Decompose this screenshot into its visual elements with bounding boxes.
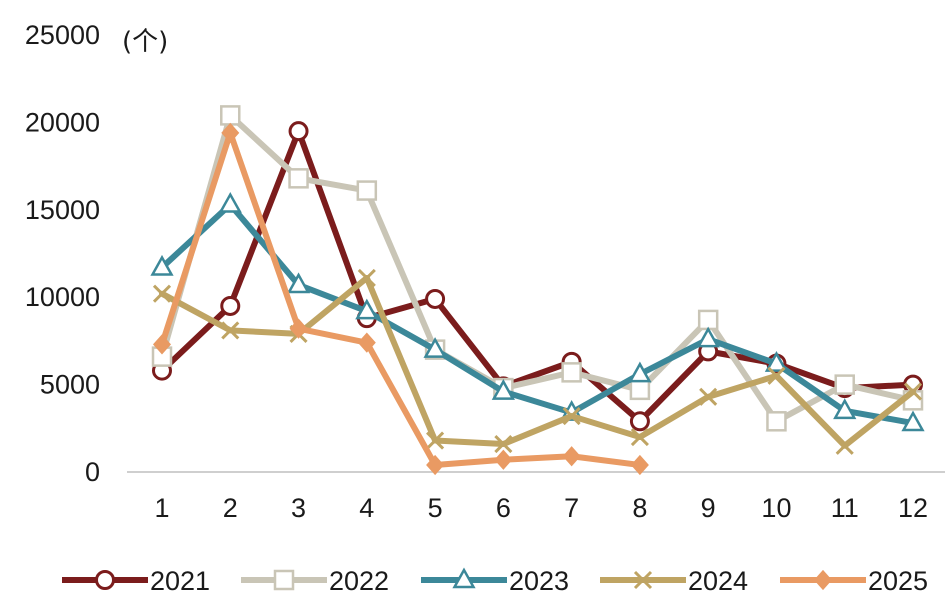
legend-label: 2022 [329,566,389,596]
series-line-2021 [159,128,916,425]
legend-marker-2025 [813,569,833,591]
legend-item-2025: 2025 [780,566,928,596]
x-tick-label: 6 [496,493,511,523]
legend-marker-2021 [95,570,115,590]
x-tick-label: 11 [831,493,859,523]
data-point-2024 [426,431,445,450]
series-2024 [152,268,923,455]
data-point-2025 [357,332,376,353]
data-point-2022 [834,374,855,395]
y-tick-label: 15000 [25,195,100,225]
y-tick-label: 20000 [25,107,100,137]
data-point-2022 [288,168,309,189]
x-tick-label: 7 [564,493,579,523]
x-tick-label: 5 [428,493,443,523]
data-point-2024 [903,382,923,401]
data-point-2024 [630,427,649,447]
data-point-2022 [629,379,651,401]
series-layer [150,105,925,476]
series-line-2023 [159,201,916,427]
data-point-2023 [150,254,174,276]
legend-label: 2025 [868,566,928,596]
series-2023 [150,191,925,432]
data-point-2025 [630,454,649,476]
data-point-2025 [221,122,240,144]
data-point-2024 [494,434,513,454]
data-point-2022 [356,180,378,201]
data-point-2025 [494,449,513,470]
data-point-2021 [629,411,650,432]
data-point-2025 [426,454,445,476]
data-point-2023 [901,410,925,432]
data-point-2023 [764,351,789,372]
data-point-2022 [766,411,787,432]
legend-item-2022: 2022 [241,566,389,596]
legend-marker-2022 [273,569,295,591]
data-point-2023 [628,361,652,383]
data-point-2022 [220,105,241,126]
data-point-2024 [767,366,786,385]
data-point-2023 [423,337,447,358]
legend: 2021 2022 2023 2024 2025 [62,566,928,596]
x-axis-ticks: 1 2 3 4 5 6 7 8 9 10 11 12 [154,493,928,523]
legend-label: 2021 [150,566,210,596]
data-point-2025 [562,446,581,467]
x-tick-label: 2 [223,493,238,523]
data-point-2023 [696,326,720,348]
legend-item-2021: 2021 [62,566,210,596]
data-point-2024 [221,321,240,340]
data-point-2021 [220,295,241,316]
legend-marker-2023 [452,567,476,589]
data-point-2024 [562,407,581,426]
series-line-2025 [159,129,643,469]
x-tick-label: 12 [898,493,928,523]
legend-label: 2024 [688,566,748,596]
legend-item-2023: 2023 [421,566,569,596]
data-point-2024 [699,387,718,406]
legend-label: 2023 [509,566,569,596]
series-line-2024 [159,274,916,449]
data-point-2023 [355,298,379,320]
data-point-2022 [561,362,582,383]
data-point-2022 [697,309,719,331]
data-point-2023 [491,379,515,400]
y-axis-unit-label: (个) [122,27,168,57]
y-tick-label: 10000 [25,282,100,312]
data-point-2021 [425,288,446,309]
legend-item-2024: 2024 [600,566,748,596]
series-line-2022 [159,112,916,425]
y-tick-label: 5000 [40,370,100,400]
data-point-2023 [833,398,857,420]
x-tick-label: 9 [701,493,716,523]
data-point-2023 [218,191,242,213]
data-point-2024 [835,436,854,455]
data-point-2025 [289,318,308,339]
x-tick-label: 4 [359,493,374,523]
data-point-2023 [286,272,311,294]
y-tick-label: 25000 [25,20,100,50]
x-tick-label: 10 [761,493,791,523]
data-point-2024 [357,268,376,288]
data-point-2024 [152,284,172,303]
x-tick-label: 8 [632,493,647,523]
y-axis-ticks: 0 5000 10000 15000 20000 25000 [25,20,100,487]
data-point-2025 [152,334,172,355]
x-tick-label: 1 [154,493,169,523]
series-2025 [152,122,649,476]
y-tick-label: 0 [85,457,100,487]
data-point-2021 [288,121,309,142]
legend-marker-2024 [633,570,653,590]
x-tick-label: 3 [291,493,306,523]
